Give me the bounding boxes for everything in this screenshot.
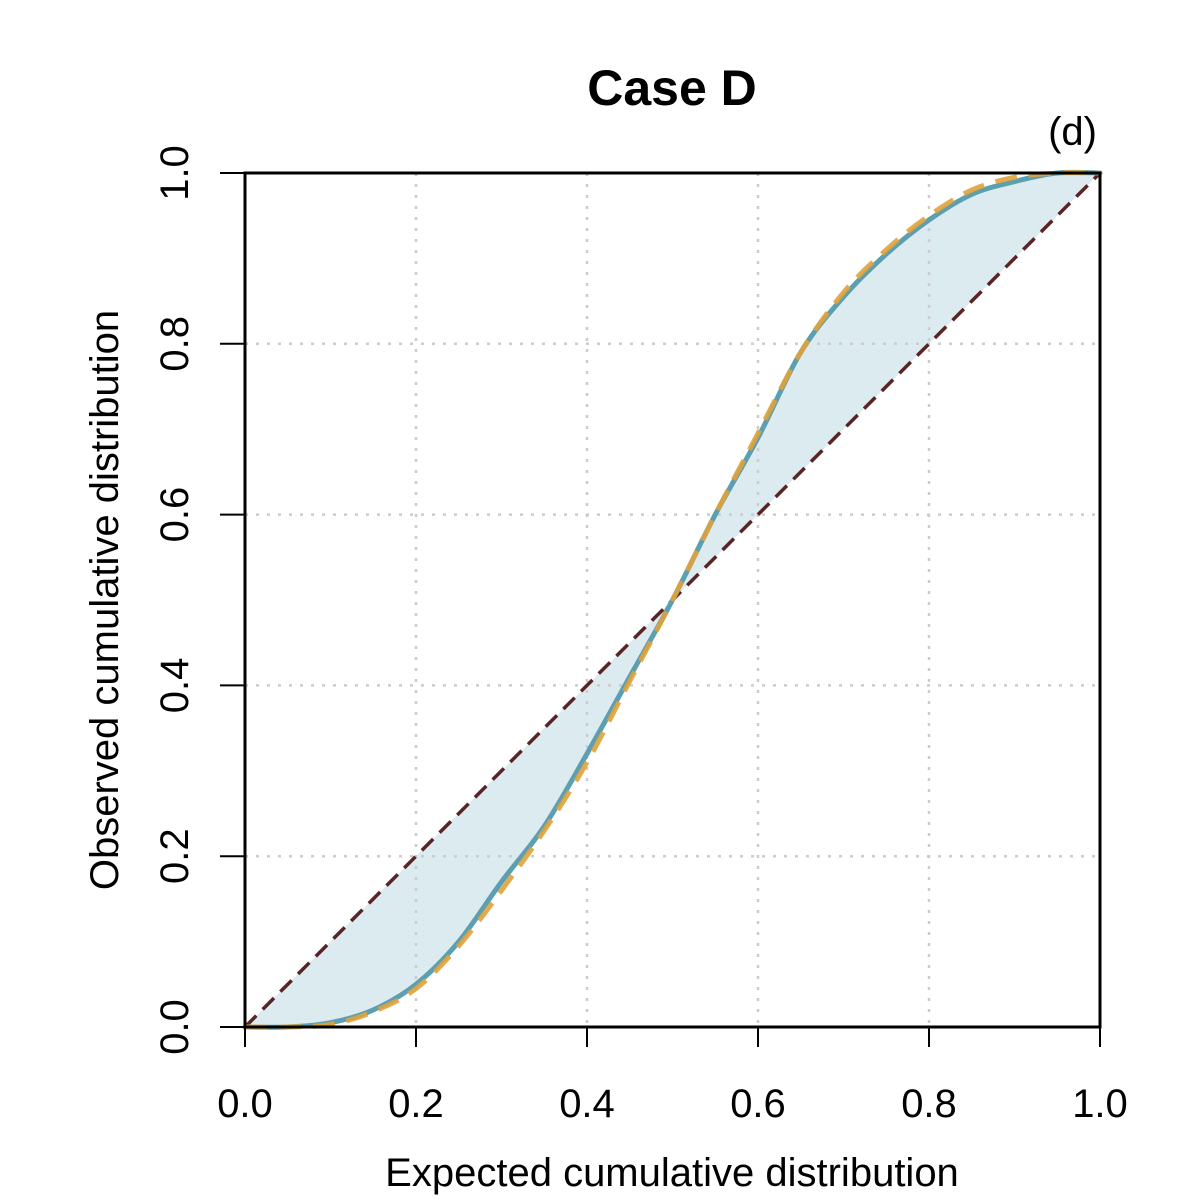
y-tick-label: 0.0 [153, 999, 197, 1055]
series-line-fitted [244, 170, 1101, 1030]
plot-border [243, 171, 1102, 1029]
x-tick-label: 0.6 [730, 1082, 786, 1126]
y-tick-label: 0.4 [153, 658, 197, 714]
plot-area: 0.0 0.2 0.4 0.6 0.8 1.0 0.0 0.2 0.4 0.6 0.8 1.0 [153, 145, 1128, 1126]
x-tick-label: 0.4 [559, 1082, 615, 1126]
y-tick-label: 0.2 [153, 828, 197, 884]
x-tick-label: 1.0 [1072, 1082, 1128, 1126]
x-tick-label: 0.2 [388, 1082, 444, 1126]
y-axis-label: Observed cumulative distribution [83, 310, 127, 890]
chart-title: Case D [587, 60, 757, 116]
x-tick-label: 0.8 [901, 1082, 957, 1126]
y-tick-label: 0.6 [153, 487, 197, 543]
x-axis-label: Expected cumulative distribution [385, 1151, 959, 1195]
y-tick-label: 1.0 [153, 145, 197, 201]
x-tick-label: 0.0 [217, 1082, 273, 1126]
y-tick-label: 0.8 [153, 316, 197, 372]
panel-label: (d) [1048, 110, 1097, 154]
